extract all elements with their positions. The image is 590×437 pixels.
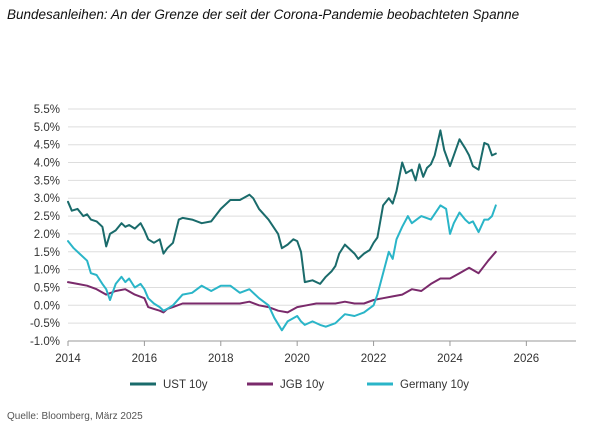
grid-lines	[68, 108, 576, 342]
series-lines	[67, 129, 497, 332]
y-tick-label: 1.0%	[34, 265, 60, 277]
series-line-jgb-10y	[67, 250, 497, 314]
y-tick-label: 5.5%	[34, 104, 60, 116]
x-tick-label: 2014	[55, 353, 81, 365]
legend: UST 10y JGB 10y Germany 10y	[130, 379, 469, 391]
y-tick-label: -1.0%	[30, 336, 60, 348]
series-line-ust-10y	[67, 129, 497, 285]
x-tick-label: 2016	[132, 353, 158, 365]
y-tick-label: 2.0%	[34, 229, 60, 241]
legend-label-ust-10y: UST 10y	[163, 379, 208, 391]
y-tick-label: 4.0%	[34, 158, 60, 170]
x-axis: 2014 2016 2018 2020 2022 2024 2026	[55, 340, 576, 365]
y-tick-label: -0.5%	[30, 318, 60, 330]
legend-label-germany-10y: Germany 10y	[400, 379, 469, 391]
y-tick-label: 4.5%	[34, 140, 60, 152]
y-tick-label: 1.5%	[34, 247, 60, 259]
source-note: Quelle: Bloomberg, März 2025	[7, 411, 143, 422]
x-tick-label: 2018	[208, 353, 234, 365]
y-tick-label: 0.5%	[34, 282, 60, 294]
x-tick-label: 2026	[514, 353, 540, 365]
y-tick-label: 0.0%	[34, 300, 60, 312]
legend-label-jgb-10y: JGB 10y	[280, 379, 324, 391]
y-tick-label: 3.0%	[34, 193, 60, 205]
y-axis-ticks: -1.0% -0.5% 0.0% 0.5% 1.0% 1.5% 2.0% 2.5% 3.0% 3.…	[30, 104, 60, 348]
y-tick-label: 5.0%	[34, 122, 60, 134]
x-tick-label: 2024	[437, 353, 463, 365]
x-tick-label: 2022	[361, 353, 387, 365]
y-tick-label: 2.5%	[34, 211, 60, 223]
x-tick-label: 2020	[284, 353, 310, 365]
y-tick-label: 3.5%	[34, 175, 60, 187]
chart-title: Bundesanleihen: An der Grenze der seit d…	[7, 7, 520, 22]
series-line-germany-10y	[67, 204, 497, 332]
